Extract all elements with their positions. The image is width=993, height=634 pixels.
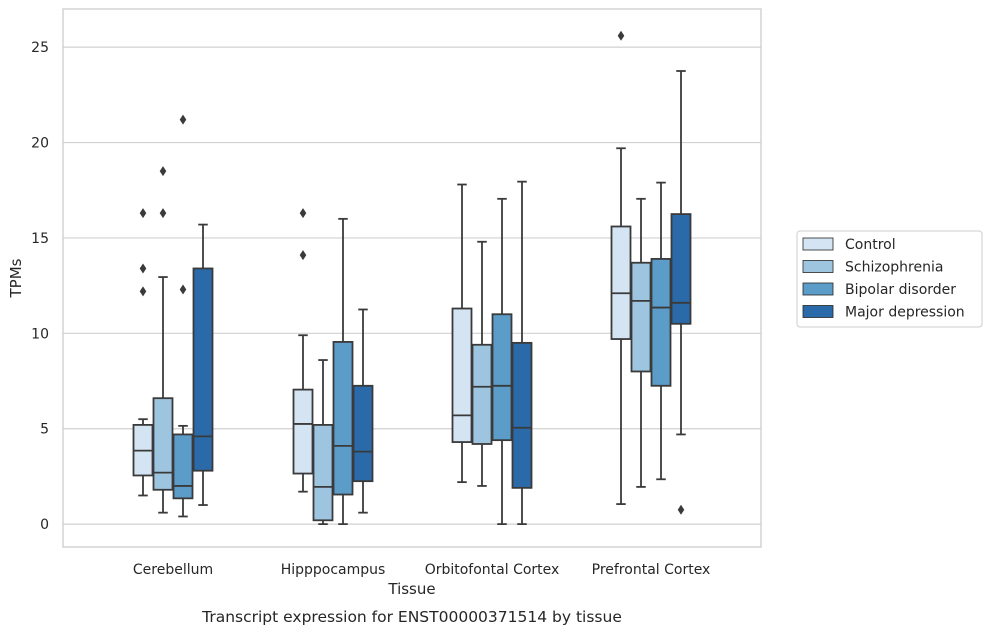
x-tick-label-2: Orbitofontal Cortex [425, 562, 560, 578]
y-tick-label-0: 0 [40, 517, 49, 533]
outlier-point-0 [179, 284, 187, 295]
outlier-point-1 [159, 208, 167, 219]
outlier-point-1 [179, 114, 187, 125]
outlier-point-1 [139, 263, 147, 274]
y-tick-labels: 0 5 10 15 20 25 [31, 40, 49, 533]
outlier-point-0 [159, 166, 167, 177]
box-body [451, 307, 473, 443]
box-body [192, 267, 214, 472]
box-body [610, 225, 632, 340]
box-2-0 [451, 183, 473, 484]
legend: Control Schizophrenia Bipolar disorder Majo… [796, 230, 983, 328]
legend-label-2: Bipolar disorder [845, 282, 956, 298]
legend-swatch-3 [802, 305, 834, 318]
outlier-point-0 [617, 30, 625, 41]
box-body [650, 258, 672, 387]
box-layer [132, 30, 692, 526]
box-1-0 [292, 208, 314, 493]
box-body [352, 384, 374, 483]
legend-label-1: Schizophrenia [845, 260, 943, 276]
legend-label-0: Control [845, 237, 896, 253]
x-axis-title: Tissue [387, 580, 435, 598]
box-body [471, 343, 493, 445]
box-1-3 [352, 308, 374, 514]
outlier-point-2 [139, 286, 147, 297]
outlier-point-0 [139, 208, 147, 219]
box-3-1 [630, 197, 652, 488]
y-tick-label-20: 20 [31, 136, 49, 152]
legend-label-3: Major depression [845, 305, 965, 321]
box-body [630, 261, 652, 373]
y-tick-label-5: 5 [40, 422, 49, 438]
y-tick-label-25: 25 [31, 40, 49, 56]
outlier-point-0 [677, 504, 685, 515]
y-tick-label-10: 10 [31, 326, 49, 342]
y-axis-title: TPMs [7, 258, 25, 298]
box-body [491, 313, 513, 442]
x-tick-label-3: Prefrontal Cortex [592, 562, 711, 578]
box-0-0 [132, 208, 154, 497]
box-2-2 [491, 197, 513, 526]
box-2-1 [471, 240, 493, 487]
y-tick-label-15: 15 [31, 231, 49, 247]
box-body [332, 341, 354, 496]
box-2-3 [511, 180, 533, 526]
grid-lines [63, 46, 761, 525]
legend-swatch-0 [802, 237, 834, 251]
box-3-0 [610, 30, 632, 505]
box-3-3 [670, 70, 692, 515]
box-0-1 [152, 166, 174, 514]
box-body [312, 424, 334, 522]
legend-frame [796, 230, 983, 328]
plot-frame [62, 8, 762, 548]
box-1-2 [332, 217, 354, 526]
chart-caption: Transcript expression for ENST0000037151… [201, 608, 622, 626]
box-1-1 [312, 359, 334, 526]
x-tick-labels: Cerebellum Hipppocampus Orbitofontal Corte… [133, 562, 710, 578]
box-3-2 [650, 181, 672, 481]
box-body [172, 433, 194, 500]
box-body [292, 388, 314, 475]
box-body [670, 213, 692, 325]
box-0-3 [192, 223, 214, 506]
box-0-2 [172, 114, 194, 518]
box-body [152, 397, 174, 491]
legend-swatch-2 [802, 282, 834, 296]
x-tick-label-0: Cerebellum [133, 562, 213, 578]
box-body [511, 341, 533, 489]
x-tick-label-1: Hipppocampus [281, 562, 386, 578]
outlier-point-1 [299, 250, 307, 261]
legend-swatch-1 [802, 260, 834, 273]
outlier-point-0 [299, 208, 307, 219]
